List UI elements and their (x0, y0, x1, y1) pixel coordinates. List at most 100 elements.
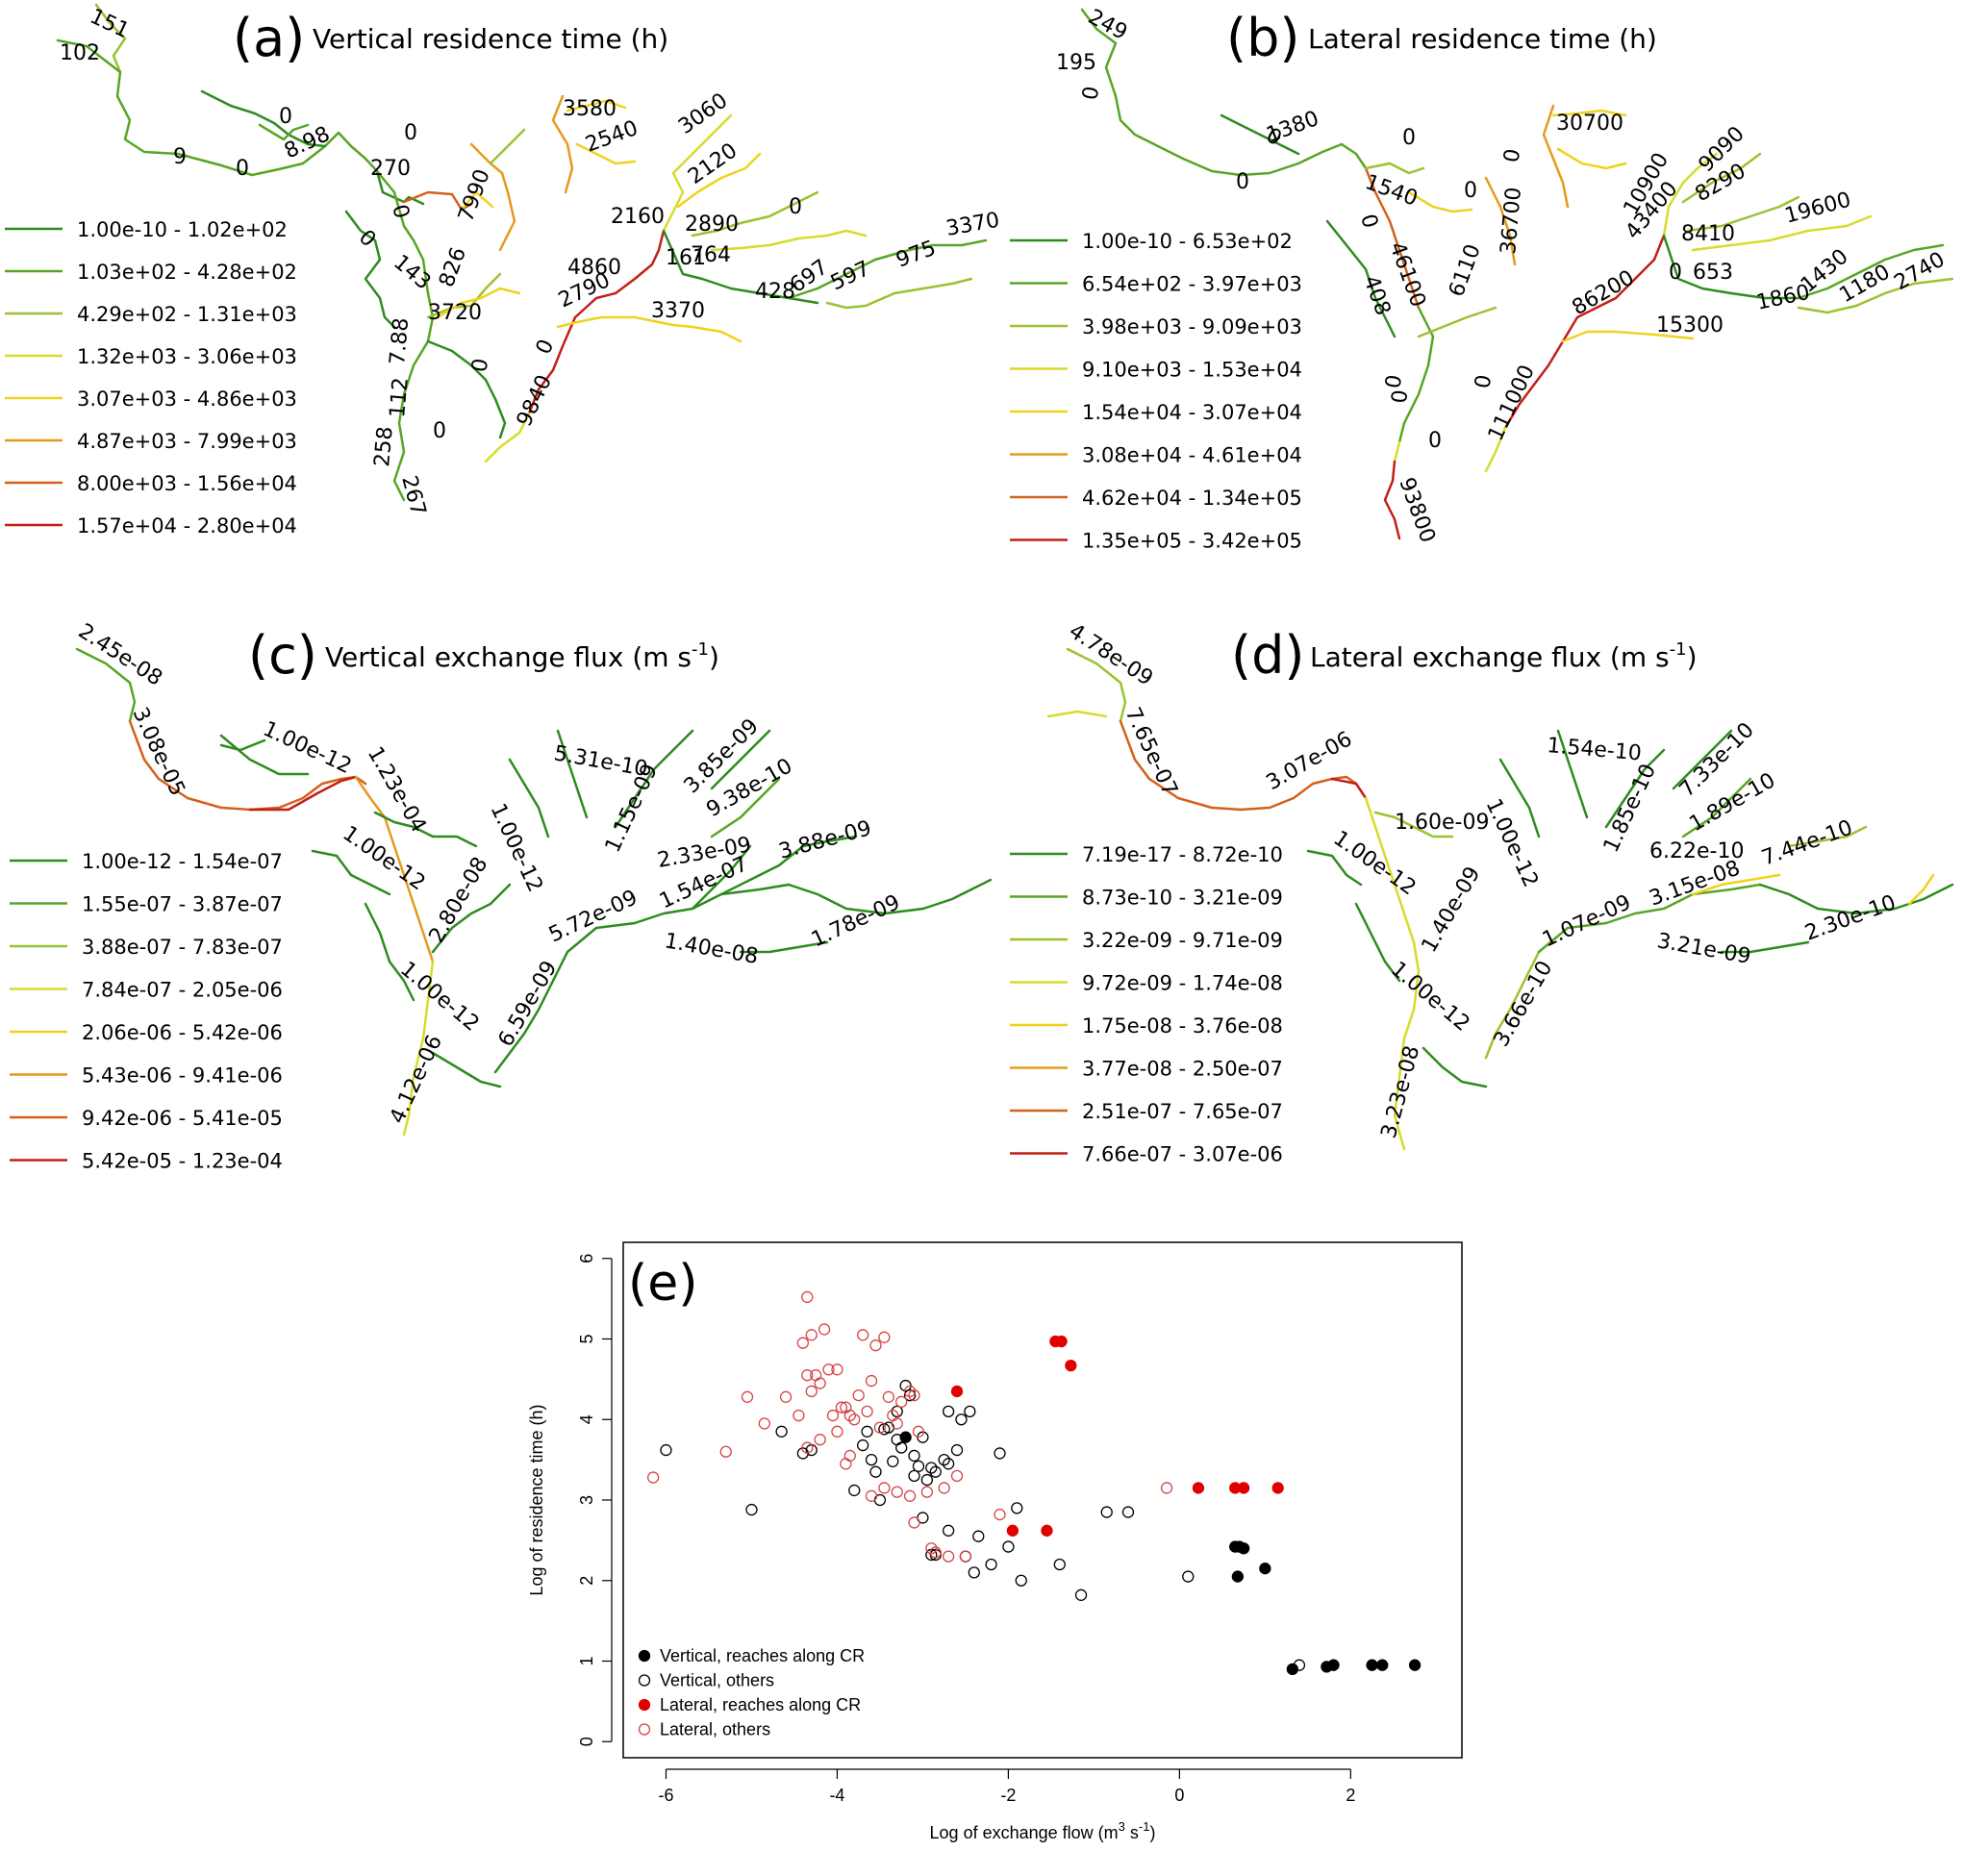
scatter-point (1237, 1482, 1250, 1494)
scatter-point (1002, 1540, 1015, 1553)
scatter-point (929, 1546, 942, 1559)
panel-a-reach-labels: 151 102 9 0 8.98 0 270 0 7990 0 0 143 82… (60, 5, 1001, 518)
panel-c-title-sup: -1 (692, 639, 709, 660)
scatter-point (950, 1443, 964, 1457)
legend-entry: Vertical, reaches along CR (660, 1646, 865, 1665)
scatter-point (903, 1385, 917, 1398)
scatter-legend: Vertical, reaches along CR Vertical, othe… (638, 1646, 865, 1739)
river-reach (1686, 195, 1800, 233)
scatter-point (793, 1409, 805, 1422)
y-tick-label: 5 (577, 1334, 596, 1343)
river-reach (566, 883, 791, 954)
scatter-point (796, 1337, 810, 1349)
river-reach (739, 940, 829, 954)
x-axis-label-main: Log of exchange flow (m (930, 1823, 1119, 1842)
river-reach (431, 1051, 502, 1088)
scatter-point (903, 1489, 917, 1502)
river-reach (551, 94, 574, 194)
scatter-point (1015, 1574, 1027, 1587)
scatter-point (994, 1447, 1006, 1460)
scatter-point (1259, 1563, 1271, 1575)
reach-label: 258 (370, 426, 398, 468)
reach-label: 30700 (1556, 112, 1623, 136)
river-reach (1691, 214, 1873, 252)
scatter-point (1182, 1570, 1195, 1583)
legend-entry: 4.29e+02 - 1.31e+03 (77, 303, 297, 326)
scatter-point (920, 1486, 934, 1498)
reach-label: 3370 (944, 209, 1001, 241)
y-tick-label: 6 (577, 1254, 596, 1263)
river-reach (1551, 109, 1627, 117)
legend-entry: 1.55e-07 - 3.87e-07 (82, 893, 283, 916)
x-axis-label: Log of exchange flow (m3 s-1) (930, 1819, 1156, 1842)
reach-label: 15300 (1656, 313, 1724, 338)
reach-label: 0 (387, 202, 414, 221)
reach-label: 408 (1358, 273, 1395, 319)
panel-d-river-network (1046, 647, 1954, 1151)
reach-label: 6.22e-10 (1649, 839, 1744, 863)
scatter-point (964, 1405, 976, 1418)
reach-label: 2540 (583, 116, 642, 158)
x-axis: -6 -4 -2 0 2 (658, 1768, 1355, 1805)
legend-entry: 4.62e+04 - 1.34e+05 (1082, 487, 1302, 510)
scatter-point (1065, 1359, 1077, 1372)
river-reach (1556, 729, 1589, 819)
panel-d-title-sup: -1 (1670, 639, 1687, 660)
reach-label: 1.00e-12 (395, 957, 483, 1036)
river-reach (200, 89, 327, 148)
legend-entry: 7.84e-07 - 2.05e-06 (82, 979, 283, 1002)
river-reach (1080, 8, 1368, 177)
reach-label: 7.65e-07 (1120, 704, 1182, 800)
river-reach (575, 142, 637, 165)
river-reach (1417, 306, 1497, 338)
scatter-point (942, 1458, 955, 1470)
river-reach (1306, 849, 1363, 887)
reach-label: 3720 (428, 301, 482, 325)
scatter-point (925, 1462, 938, 1474)
legend-entry: 9.10e+03 - 1.53e+04 (1082, 359, 1302, 382)
scatter-point (869, 1465, 882, 1478)
river-reach (1330, 777, 1368, 800)
river-reach (1066, 647, 1127, 723)
scatter-point (895, 1441, 908, 1454)
river-reach (719, 835, 858, 896)
river-reach (402, 190, 473, 212)
legend-entry: Vertical, others (660, 1671, 774, 1690)
river-reach (1364, 166, 1421, 310)
legend-marker (638, 1723, 651, 1736)
scatter-point (826, 1409, 840, 1422)
river-reach (1383, 460, 1401, 540)
reach-label: 1.00e-12 (259, 717, 355, 779)
reach-label: 3.66e-10 (1490, 957, 1558, 1051)
river-reach (469, 142, 516, 252)
legend-entry: 1.03e+02 - 4.28e+02 (77, 261, 297, 284)
river-reach (1364, 162, 1425, 175)
reach-label: 1.54e-10 (1546, 734, 1642, 765)
scatter-point (972, 1530, 985, 1542)
river-reach (375, 169, 435, 502)
legend-entry: 1.35e+05 - 3.42e+05 (1082, 530, 1302, 553)
panel-a-legend: 1.00e-10 - 1.02e+02 1.03e+02 - 4.28e+02 4.… (5, 218, 297, 538)
legend-entry: 3.08e+04 - 4.61e+04 (1082, 444, 1302, 467)
scatter-point (950, 1469, 964, 1483)
scatter-point (805, 1385, 818, 1398)
scatter-point (861, 1425, 873, 1438)
reach-label: 1.00e-12 (1386, 957, 1473, 1036)
reach-label: 1540 (1362, 170, 1421, 212)
panel-b: (b) Lateral residence time (h) 1.00e-10 … (1010, 5, 1954, 553)
legend-marker (638, 1698, 651, 1712)
scatter-point (1011, 1502, 1023, 1514)
scatter-point (801, 1441, 814, 1454)
scatter-point (843, 1449, 856, 1463)
scatter-points (646, 1290, 1422, 1676)
scatter-point (1408, 1659, 1422, 1671)
scatter-point (856, 1438, 869, 1452)
scatter-point (646, 1471, 660, 1484)
scatter-point (1074, 1588, 1088, 1601)
reach-label: 161 (666, 246, 706, 270)
scatter-point (865, 1453, 878, 1466)
river-reach (1907, 873, 1935, 906)
scatter-point (1100, 1506, 1113, 1518)
river-reach (1797, 243, 1945, 300)
